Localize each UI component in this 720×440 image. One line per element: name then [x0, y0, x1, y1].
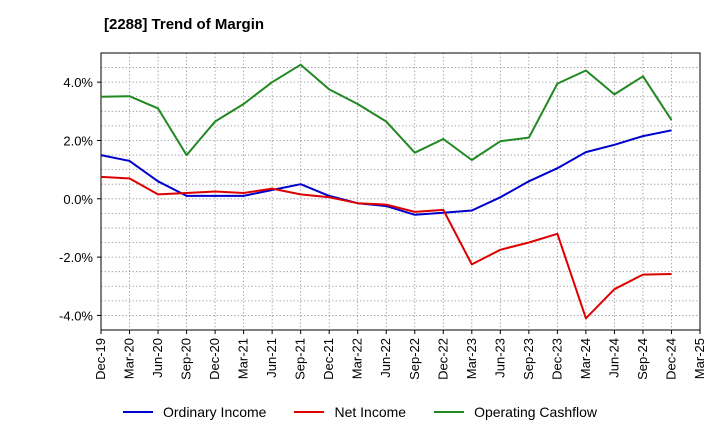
x-tick-label: Sep-23 — [521, 338, 536, 380]
legend-swatch-net-income — [294, 411, 325, 413]
x-tick-label: Dec-20 — [207, 338, 222, 380]
y-tick-label: -2.0% — [59, 250, 93, 265]
x-tick-label: Dec-21 — [321, 338, 336, 380]
x-tick-label: Sep-24 — [635, 338, 650, 380]
x-tick-label: Mar-21 — [236, 338, 251, 379]
legend-item-ordinary-income: Ordinary Income — [122, 404, 267, 420]
legend-item-net-income: Net Income — [294, 404, 406, 420]
y-tick-label: 4.0% — [63, 75, 93, 90]
x-tick-label: Jun-23 — [492, 338, 507, 378]
x-tick-label: Mar-24 — [578, 338, 593, 379]
x-tick-label: Dec-19 — [93, 338, 108, 380]
legend-swatch-operating-cashflow — [434, 411, 465, 413]
x-tick-label: Dec-22 — [435, 338, 450, 380]
legend-label-operating-cashflow: Operating Cashflow — [474, 404, 598, 420]
legend-item-operating-cashflow: Operating Cashflow — [434, 404, 597, 420]
chart-title: [2288] Trend of Margin — [104, 16, 265, 33]
x-tick-label: Mar-20 — [122, 338, 137, 379]
plot-area — [101, 53, 700, 330]
series-line-operating-cashflow — [100, 63, 673, 161]
x-tick-label: Mar-25 — [692, 338, 707, 379]
plot-frame — [100, 52, 701, 331]
x-tick-label: Mar-22 — [350, 338, 365, 379]
x-tick-label: Jun-22 — [378, 338, 393, 378]
y-tick-label: 0.0% — [63, 192, 93, 207]
series-line-ordinary-income — [100, 129, 672, 216]
x-tick-label: Jun-24 — [606, 338, 621, 378]
x-tick-label: Sep-21 — [293, 338, 308, 380]
x-tick-label: Mar-23 — [464, 338, 479, 379]
legend-label-net-income: Net Income — [334, 404, 407, 420]
chart-legend: Ordinary Income Net Income Operating Cas… — [0, 404, 720, 420]
x-tick-label: Sep-22 — [407, 338, 422, 380]
y-tick-label: 2.0% — [63, 133, 93, 148]
x-tick-label: Jun-20 — [150, 338, 165, 378]
x-tick-label: Jun-21 — [264, 338, 279, 378]
y-tick-label: -4.0% — [59, 308, 93, 323]
x-tick-label: Dec-24 — [663, 338, 678, 380]
legend-label-ordinary-income: Ordinary Income — [162, 404, 267, 420]
x-tick-label: Dec-23 — [549, 338, 564, 380]
x-tick-label: Sep-20 — [179, 338, 194, 380]
legend-swatch-ordinary-income — [122, 411, 153, 413]
series-line-net-income — [100, 175, 672, 320]
